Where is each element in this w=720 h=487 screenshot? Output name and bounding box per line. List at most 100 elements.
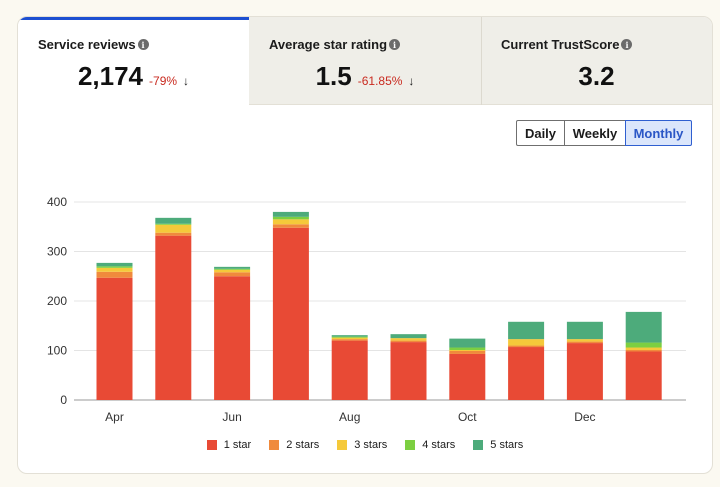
bar-segment [331, 340, 368, 400]
bar-segment [625, 347, 662, 351]
bar-segment [214, 272, 251, 277]
bar-segment [449, 338, 486, 348]
trustscore-value: 3.2 [578, 61, 615, 91]
weekly-button[interactable]: Weekly [564, 120, 626, 146]
tab-label-text: Current TrustScore [501, 37, 620, 52]
bar-segment [625, 350, 662, 352]
bar-segment [272, 216, 309, 220]
tab-value-row: 1.5 -61.85% ↓ [249, 61, 481, 92]
bar-segment [449, 350, 486, 354]
bar-segment [214, 276, 251, 400]
bar-segment [331, 335, 368, 337]
y-tick-label: 0 [60, 393, 67, 407]
active-tab-indicator [18, 17, 249, 20]
average-rating-delta: -61.85% [357, 74, 403, 88]
tab-label-text: Service reviews [38, 37, 136, 52]
bar-segment [508, 345, 545, 348]
y-tick-label: 200 [47, 294, 67, 308]
legend-swatch [337, 440, 348, 450]
bar-segment [508, 321, 545, 340]
bar-segment [96, 271, 133, 278]
bar-segment [96, 277, 133, 400]
bar-segment [508, 339, 545, 346]
bar-segment [96, 267, 133, 272]
arrow-down-icon: ↓ [408, 74, 415, 88]
bar-segment [214, 268, 251, 270]
monthly-button[interactable]: Monthly [625, 120, 692, 146]
bar-segment [566, 341, 603, 344]
bar-segment [390, 338, 427, 341]
tab-current-trustscore[interactable]: Current TrustScore i 3.2 [481, 17, 712, 105]
tab-label-text: Average star rating [269, 37, 388, 52]
legend-label: 3 stars [354, 439, 388, 451]
bar-segment [214, 269, 251, 273]
bar-segment [155, 224, 192, 233]
bar-segment [155, 235, 192, 400]
legend-item[interactable]: 4 stars [405, 439, 455, 451]
legend-swatch [269, 440, 280, 450]
bar-segment [272, 227, 309, 400]
bar-segment [390, 334, 427, 339]
reviews-card: Service reviews i 2,174 -79% ↓ Average s… [17, 16, 713, 474]
x-tick-label: Oct [458, 410, 477, 424]
bar-segment [96, 262, 133, 267]
y-tick-label: 100 [47, 344, 67, 358]
period-toggle: Daily Weekly Monthly [516, 120, 692, 146]
legend-swatch [473, 440, 484, 450]
chart-legend: 1 star 2 stars 3 stars 4 stars 5 stars [18, 439, 712, 451]
bar-segment [214, 266, 251, 269]
bar-segment [331, 336, 368, 338]
bar-segment [566, 339, 603, 342]
x-tick-label: Dec [574, 410, 595, 424]
y-tick-label: 400 [47, 195, 67, 209]
legend-item[interactable]: 2 stars [269, 439, 319, 451]
bar-segment [508, 347, 545, 400]
y-tick-label: 300 [47, 245, 67, 259]
bar-segment [566, 321, 603, 340]
legend-swatch [405, 440, 416, 450]
legend-item[interactable]: 5 stars [473, 439, 523, 451]
service-reviews-delta: -79% [149, 74, 178, 88]
bar-segment [96, 266, 133, 268]
bar-segment [155, 217, 192, 224]
bar-segment [331, 337, 368, 340]
bar-segment [625, 342, 662, 348]
tab-label: Average star rating i [269, 37, 401, 52]
tab-label: Service reviews i [38, 37, 149, 52]
service-reviews-value: 2,174 [77, 61, 144, 91]
bar-segment [155, 223, 192, 225]
tab-divider [481, 17, 482, 105]
legend-item[interactable]: 3 stars [337, 439, 387, 451]
bar-segment [449, 350, 486, 351]
legend-label: 4 stars [422, 439, 456, 451]
legend-label: 1 star [223, 439, 252, 451]
daily-button[interactable]: Daily [516, 120, 565, 146]
x-tick-label: Jun [222, 410, 241, 424]
bar-segment [449, 347, 486, 351]
tab-service-reviews[interactable]: Service reviews i 2,174 -79% ↓ [18, 17, 249, 105]
info-icon[interactable]: i [137, 39, 149, 50]
bar-segment [449, 353, 486, 400]
info-icon[interactable]: i [389, 39, 401, 50]
legend-swatch [206, 440, 217, 450]
legend-item[interactable]: 1 star [206, 439, 252, 451]
average-rating-value: 1.5 [315, 61, 352, 91]
legend-label: 5 stars [490, 439, 524, 451]
tab-average-star-rating[interactable]: Average star rating i 1.5 -61.85% ↓ [249, 17, 481, 105]
bar-segment [272, 219, 309, 225]
tab-value-row: 3.2 [481, 61, 712, 92]
bar-segment [272, 211, 309, 217]
bar-segment [566, 343, 603, 400]
arrow-down-icon: ↓ [183, 74, 190, 88]
bar-segment [625, 311, 662, 343]
bar-segment [625, 351, 662, 400]
bar-segment [390, 340, 427, 343]
stacked-bar-chart: 0 100 200 300 400 Apr Jun Aug Oct Dec [47, 195, 686, 424]
x-tick-label: Apr [105, 410, 124, 424]
bar-segment [390, 342, 427, 400]
tab-value-row: 2,174 -79% ↓ [18, 61, 249, 92]
info-icon[interactable]: i [621, 39, 633, 50]
legend-label: 2 stars [286, 439, 320, 451]
bar-segment [272, 224, 309, 228]
bar-segment [155, 232, 192, 236]
